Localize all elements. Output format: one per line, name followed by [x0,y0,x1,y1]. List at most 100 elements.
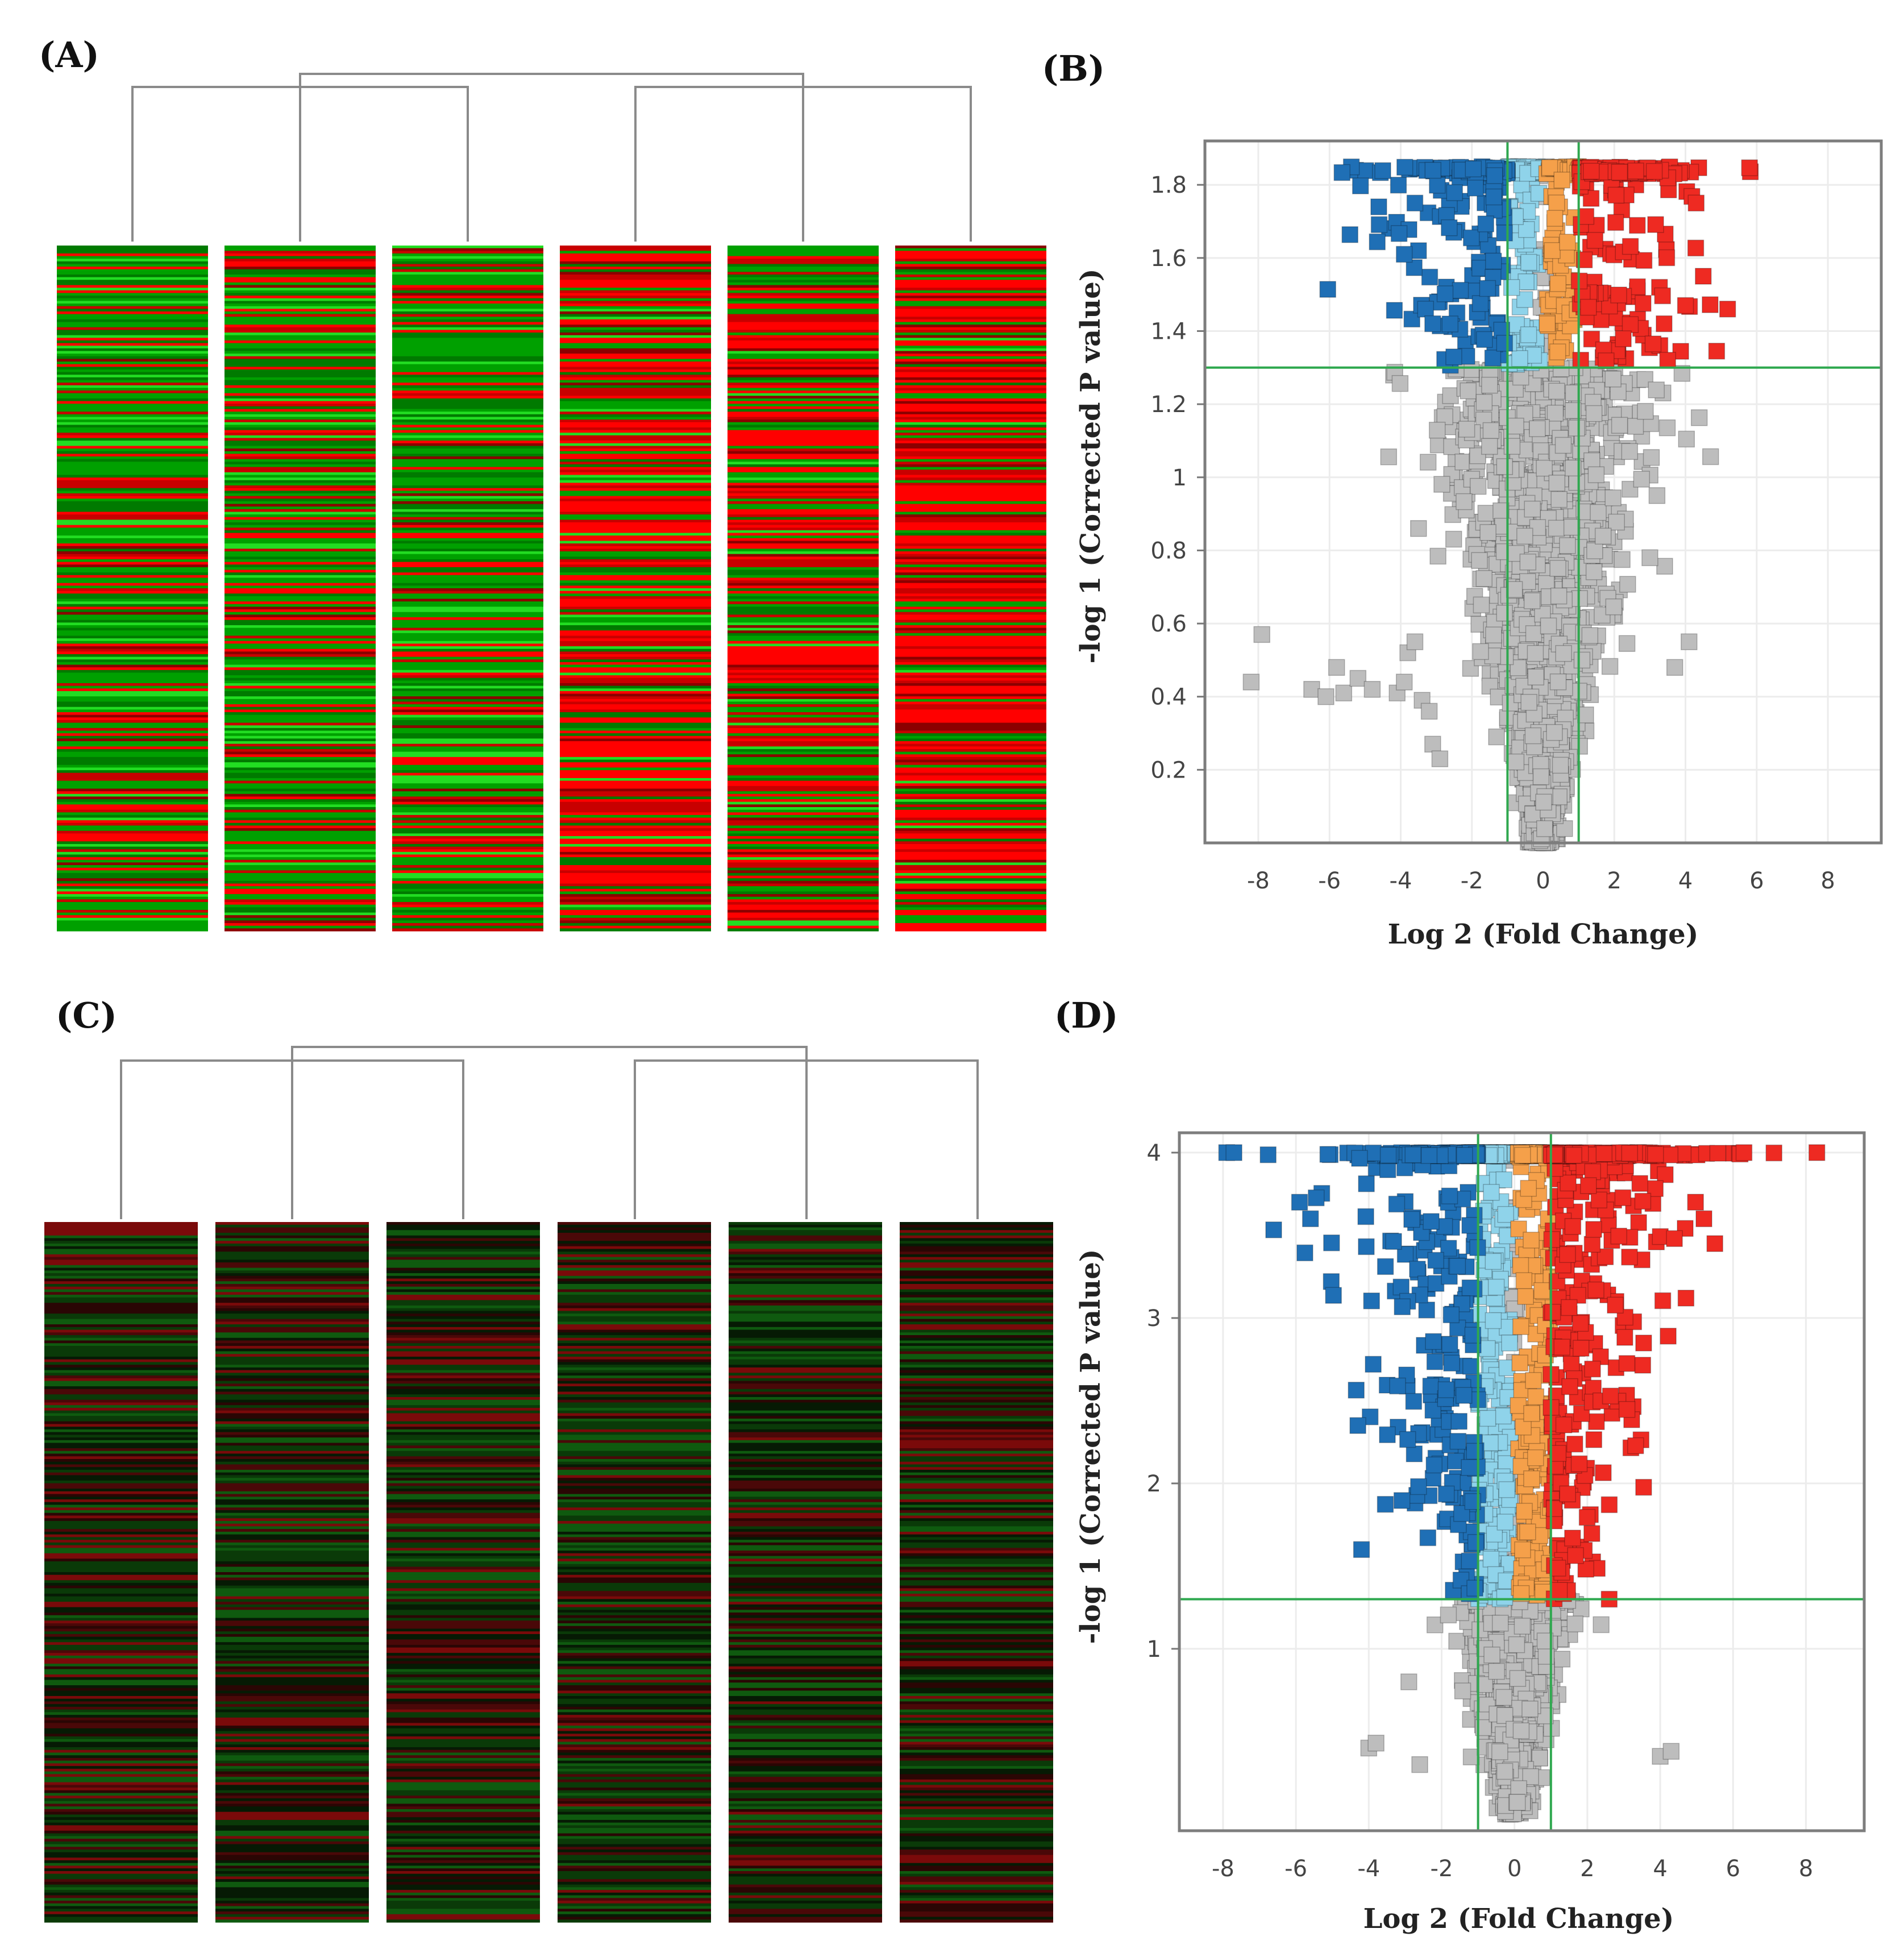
heatmap-cell [57,404,208,407]
heatmap-cell [392,456,543,460]
heatmap-cell [727,319,879,323]
heatmap-cell [560,733,711,737]
heatmap-cell [392,311,543,315]
heatmap-cell [895,380,1046,383]
heatmap-cell [392,667,543,671]
heatmap-cell [392,361,543,365]
heatmap-cell [386,1766,540,1769]
heatmap-cell [57,330,208,333]
heatmap-cell [392,843,543,847]
heatmap-cell [386,1235,540,1239]
heatmap-cell [225,251,376,254]
heatmap-cell [392,272,543,275]
heatmap-cell [215,1553,369,1557]
heatmap-cell [560,491,711,494]
heatmap-cell [215,1642,369,1645]
heatmap-cell [895,469,1046,473]
heatmap-cell [57,551,208,555]
heatmap-cell [44,1871,198,1875]
heatmap-cell [215,1348,369,1352]
heatmap-cell [57,293,208,296]
heatmap-cell [392,696,543,700]
heatmap-cell [215,1720,369,1723]
heatmap-cell [558,1507,711,1511]
heatmap-cell [386,1480,540,1484]
heatmap-cell [215,1443,369,1446]
heatmap-cell [44,1394,198,1398]
heatmap-cell [895,735,1046,739]
heatmap-cell [215,1235,369,1239]
heatmap-cell [44,1413,198,1416]
heatmap-cell [44,1512,198,1516]
heatmap-cell [895,377,1046,381]
heatmap-cell [57,862,208,866]
heatmap-cell [57,519,208,523]
heatmap-cell [386,1523,540,1527]
volcano-point [1445,530,1462,548]
heatmap-cell [560,256,711,259]
heatmap-cell [727,743,879,747]
heatmap-cell [895,641,1046,645]
heatmap-cell [386,1873,540,1877]
heatmap-cell [558,1227,711,1231]
heatmap-cell [386,1698,540,1702]
heatmap-cell [386,1779,540,1783]
heatmap-cell [392,306,543,309]
heatmap-cell [560,356,711,360]
heatmap-cell [225,883,376,887]
heatmap-cell [225,551,376,555]
volcano-point [1421,268,1439,286]
heatmap-cell [57,717,208,721]
heatmap-cell [895,791,1046,795]
heatmap-cell [727,472,879,476]
heatmap-cell [225,672,376,676]
heatmap-cell [44,1879,198,1882]
heatmap-cell [225,762,376,766]
heatmap-cell [44,1906,198,1909]
heatmap-cell [225,746,376,750]
heatmap-cell [392,801,543,805]
heatmap-cell [44,1319,198,1322]
volcano-point [1507,753,1525,771]
heatmap-cell [215,1636,369,1640]
heatmap-cell [895,588,1046,592]
heatmap-cell [392,591,543,594]
heatmap-cell [225,915,376,918]
heatmap-cell [44,1569,198,1573]
heatmap-cell [215,1427,369,1430]
volcano-point [1520,326,1537,343]
heatmap-cell [57,348,208,352]
volcano-point [1552,757,1569,774]
heatmap-cell [558,1561,711,1565]
heatmap-cell [57,264,208,267]
heatmap-cell [225,598,376,602]
heatmap-cell [386,1734,540,1737]
heatmap-cell [215,1685,369,1689]
heatmap-cell [44,1863,198,1867]
heatmap-cell [386,1782,540,1785]
volcano-point [1637,402,1654,420]
heatmap-cell [727,475,879,478]
heatmap-cell [225,488,376,491]
heatmap-cell [386,1604,540,1608]
heatmap-cell [558,1252,711,1255]
heatmap-cell [392,749,543,753]
heatmap-cell [560,559,711,563]
heatmap-cell [44,1345,198,1349]
heatmap-cell [215,1588,369,1591]
heatmap-cell [57,401,208,404]
heatmap-cell [386,1475,540,1478]
heatmap-cell [727,383,879,386]
heatmap-cell [727,649,879,652]
heatmap-cell [560,762,711,766]
heatmap-cell [727,348,879,352]
volcano-point [1550,788,1568,805]
heatmap-cell [727,414,879,418]
heatmap-cell [895,888,1046,892]
heatmap-cell [558,1548,711,1551]
heatmap-cell [895,480,1046,484]
heatmap-cell [558,1365,711,1368]
heatmap-cell [560,556,711,560]
heatmap-cell [727,480,879,484]
heatmap-cell [225,462,376,465]
